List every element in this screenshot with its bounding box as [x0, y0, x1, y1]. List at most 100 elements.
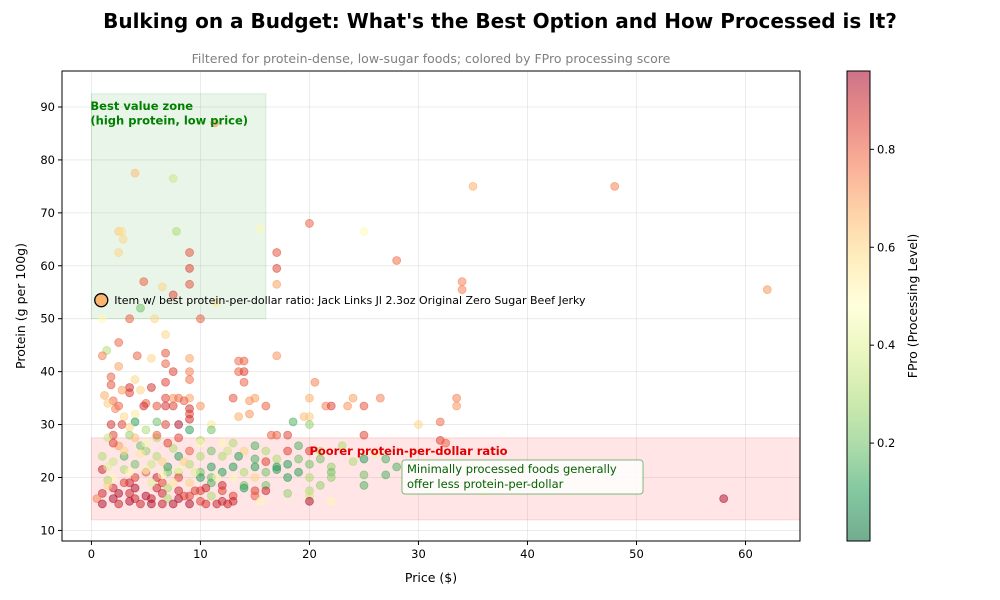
data-point — [152, 430, 162, 440]
data-point — [719, 494, 729, 504]
data-point — [130, 473, 140, 482]
data-point — [305, 446, 314, 456]
data-point — [161, 393, 170, 403]
data-point — [255, 496, 265, 506]
data-point — [272, 279, 282, 289]
x-tick-label: 20 — [302, 547, 317, 561]
data-point — [114, 361, 124, 371]
data-point — [468, 181, 478, 191]
note-text: Minimally processed foods generally — [407, 462, 617, 476]
data-point — [228, 393, 238, 403]
data-point — [168, 443, 178, 453]
y-tick-label: 40 — [40, 365, 55, 379]
data-point — [168, 290, 178, 300]
data-point — [118, 234, 128, 244]
best-value-zone-label: Best value zone — [90, 99, 193, 113]
data-point — [97, 499, 107, 509]
data-point — [294, 467, 303, 477]
data-point — [359, 470, 369, 480]
data-point — [161, 401, 170, 411]
data-point — [114, 248, 124, 257]
data-point — [130, 483, 140, 493]
data-point — [179, 457, 189, 467]
data-point — [196, 438, 205, 448]
data-point — [228, 473, 238, 482]
y-tick-label: 80 — [40, 153, 55, 167]
plot-frame — [61, 70, 801, 542]
data-point — [381, 454, 391, 464]
data-point — [234, 412, 243, 422]
data-point — [185, 478, 194, 488]
data-point — [283, 488, 293, 498]
data-point — [119, 446, 129, 456]
data-point — [223, 446, 233, 456]
data-point — [163, 494, 173, 504]
data-point — [139, 277, 149, 287]
data-point — [146, 383, 156, 392]
data-point — [106, 372, 116, 382]
data-point — [196, 451, 205, 461]
data-point — [206, 425, 216, 435]
data-point — [239, 377, 249, 387]
data-point — [392, 462, 402, 472]
data-point — [217, 486, 227, 496]
data-point — [152, 451, 162, 461]
data-point — [250, 491, 260, 501]
data-point — [294, 441, 303, 451]
data-point — [272, 264, 282, 273]
data-point — [239, 446, 249, 456]
data-point — [185, 414, 194, 424]
data-point — [381, 470, 391, 480]
data-point — [114, 338, 124, 347]
data-point — [130, 433, 140, 443]
data-point — [326, 401, 336, 411]
x-axis-label: Price ($) — [405, 570, 457, 585]
data-point — [114, 488, 124, 498]
data-point — [206, 462, 216, 472]
data-point — [146, 459, 156, 469]
data-point — [161, 420, 170, 429]
y-tick-label: 10 — [40, 523, 55, 537]
data-point — [762, 285, 772, 294]
data-point — [141, 438, 151, 448]
data-point — [179, 491, 189, 501]
data-point — [117, 385, 127, 395]
data-point — [141, 465, 151, 474]
data-point — [119, 412, 129, 422]
x-tick-label: 60 — [738, 547, 753, 561]
x-tick-label: 30 — [411, 547, 426, 561]
y-tick-label: 20 — [40, 470, 55, 484]
data-point — [201, 483, 211, 493]
colorbar-label: FPro (Processing Level) — [905, 234, 920, 378]
data-point — [305, 219, 314, 228]
data-point — [326, 496, 336, 506]
data-point — [117, 420, 127, 429]
data-point — [108, 438, 118, 448]
data-point — [168, 174, 178, 183]
colorbar-gradient — [846, 70, 871, 542]
data-point — [261, 486, 271, 496]
data-point — [228, 438, 238, 448]
data-point — [185, 264, 194, 273]
data-point — [125, 467, 134, 477]
data-point — [239, 356, 249, 366]
data-point — [185, 353, 194, 363]
data-point — [212, 473, 222, 482]
data-point — [106, 380, 116, 390]
data-point — [132, 351, 142, 361]
chart-subtitle: Filtered for protein-dense, low-sugar fo… — [192, 51, 671, 66]
data-point — [185, 279, 194, 289]
data-point — [343, 401, 353, 411]
best-item-annotation: Item w/ best protein-per-dollar ratio: J… — [114, 294, 586, 307]
colorbar-tick-label: 0.8 — [877, 142, 895, 156]
poor-value-zone-label: Poorer protein-per-dollar ratio — [309, 444, 507, 458]
data-point — [272, 430, 282, 440]
data-point — [305, 420, 314, 429]
data-point — [310, 377, 320, 387]
data-point — [130, 168, 140, 178]
data-point — [100, 391, 109, 400]
data-point — [245, 409, 254, 419]
data-point — [239, 367, 249, 377]
note-box — [401, 459, 644, 495]
y-tick-label: 50 — [40, 312, 55, 326]
